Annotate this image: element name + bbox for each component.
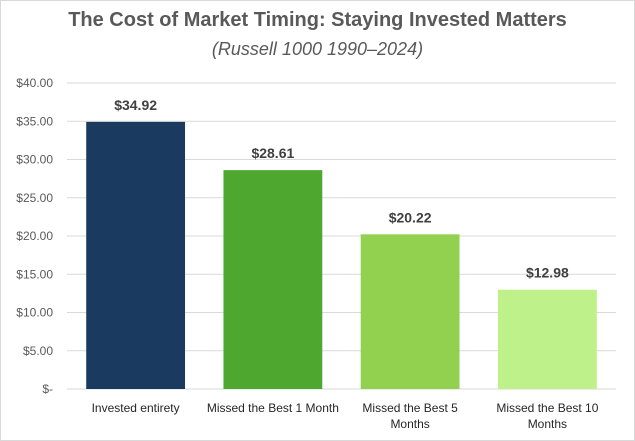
category-label: Missed the Best 1 Month: [207, 401, 339, 415]
category-label: Invested entirety: [92, 401, 180, 415]
bar: [497, 289, 597, 389]
chart-title: The Cost of Market Timing: Staying Inves…: [68, 9, 567, 31]
y-tick-label: $30.00: [16, 153, 53, 167]
y-tick-label: $5.00: [23, 344, 53, 358]
x-axis-categories: Invested entirety Missed the Best 1 Month…: [92, 401, 599, 431]
y-tick-label: $25.00: [16, 191, 53, 205]
data-label: $12.98: [526, 265, 569, 281]
y-tick-label: $40.00: [16, 76, 53, 90]
bar: [223, 170, 323, 389]
y-tick-label: $35.00: [16, 114, 53, 128]
category-label: Missed the Best 5: [362, 401, 458, 415]
data-label: $20.22: [389, 209, 432, 225]
data-label: $28.61: [251, 145, 294, 161]
bar: [360, 234, 460, 389]
data-label: $34.92: [114, 97, 157, 113]
y-tick-label: $-: [42, 382, 53, 396]
category-label: Months: [390, 417, 429, 431]
category-label: Months: [528, 417, 567, 431]
category-label: Missed the Best 10: [496, 401, 598, 415]
chart-subtitle: (Russell 1000 1990–2024): [211, 39, 424, 59]
y-tick-label: $10.00: [16, 306, 53, 320]
bars: [86, 121, 597, 389]
data-labels: $34.92 $28.61 $20.22 $12.98: [114, 97, 569, 281]
y-axis-ticks: $- $5.00 $10.00 $15.00 $20.00 $25.00 $30.00 $35…: [16, 76, 53, 396]
y-tick-label: $20.00: [16, 229, 53, 243]
bar: [86, 121, 186, 389]
y-tick-label: $15.00: [16, 267, 53, 281]
